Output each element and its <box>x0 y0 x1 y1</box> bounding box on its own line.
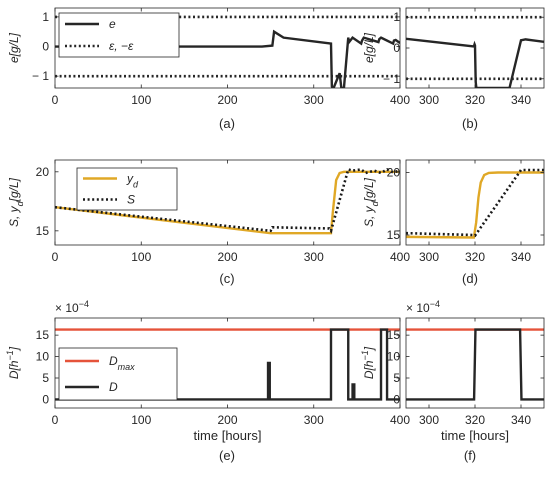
x-tick-label: 400 <box>390 93 410 107</box>
x-tick-label: 300 <box>419 413 439 427</box>
y-axis-label: e[g/L] <box>7 32 21 63</box>
y-tick-label: 1 <box>393 10 400 24</box>
legend-box <box>58 12 180 58</box>
x-tick-label: 100 <box>131 93 151 107</box>
x-tick-label: 400 <box>390 250 410 264</box>
x-tick-label: 340 <box>511 413 531 427</box>
axis-multiplier: × 10−4 <box>55 299 89 315</box>
y-tick-label: 0 <box>393 392 400 406</box>
y-tick-label: 10 <box>36 350 50 364</box>
legend-label: ε, −ε <box>109 39 134 53</box>
x-tick-label: 400 <box>390 413 410 427</box>
panel-f: 300 320 340 0 5 10 15 D[h−1] × 10−4 time [hours] (… <box>360 299 545 463</box>
y-axis-label: D[h−1] <box>5 346 21 379</box>
y-axis-label: e[g/L] <box>362 32 376 63</box>
x-tick-label: 100 <box>131 250 151 264</box>
y-axis-label: D[h−1] <box>360 346 376 379</box>
series-group <box>406 168 544 239</box>
axis-multiplier: × 10−4 <box>406 299 440 315</box>
x-tick-label: 320 <box>465 250 485 264</box>
series-line-S <box>55 167 400 234</box>
series-group <box>406 15 544 88</box>
y-tick-label: 15 <box>387 328 401 342</box>
x-tick-label: 320 <box>465 93 485 107</box>
x-tick-label: 340 <box>511 93 531 107</box>
x-tick-label: 0 <box>52 250 59 264</box>
x-tick-label: 200 <box>217 250 237 264</box>
x-axis-label: time [hours] <box>441 428 509 443</box>
y-tick-label: 15 <box>387 228 401 242</box>
y-tick-label: − 1 <box>32 69 49 83</box>
y-tick-label: 0 <box>42 40 49 54</box>
series-line-D <box>406 328 544 401</box>
x-tick-label: 0 <box>52 413 59 427</box>
legend-label: e <box>109 17 116 31</box>
legend-label: S <box>127 193 135 207</box>
series-group <box>55 15 400 88</box>
x-tick-label: 0 <box>52 93 59 107</box>
series-group <box>406 328 544 401</box>
series-line-S <box>406 168 544 238</box>
y-tick-label: 0 <box>42 392 49 406</box>
x-tick-label: 100 <box>131 413 151 427</box>
y-axis-label: S, yd[g/L] <box>362 177 380 227</box>
y-tick-label: 10 <box>387 350 401 364</box>
series-line-yd <box>55 170 400 235</box>
x-tick-label: 300 <box>304 250 324 264</box>
x-axis-label: time [hours] <box>194 428 262 443</box>
x-tick-label: 300 <box>304 413 324 427</box>
legend-label: D <box>109 380 118 394</box>
series-line-yd <box>406 171 544 239</box>
series-line-e <box>406 37 544 88</box>
y-tick-label: − 1 <box>383 72 400 86</box>
x-tick-label: 200 <box>217 93 237 107</box>
x-tick-label: 300 <box>419 93 439 107</box>
series-line-e <box>55 29 400 88</box>
series-group <box>55 328 400 401</box>
panel-caption: (d) <box>462 271 478 286</box>
panel-caption: (a) <box>219 116 235 131</box>
x-tick-label: 340 <box>511 250 531 264</box>
panel-caption: (c) <box>219 271 234 286</box>
panel-caption: (b) <box>462 116 478 131</box>
series-line-D <box>55 328 400 401</box>
y-tick-label: 5 <box>42 371 49 385</box>
y-tick-label: 15 <box>36 328 50 342</box>
y-tick-label: 1 <box>42 10 49 24</box>
y-tick-label: 20 <box>387 166 401 180</box>
x-tick-label: 200 <box>217 413 237 427</box>
legend-label: Dmax <box>109 354 135 372</box>
y-tick-label: 5 <box>393 371 400 385</box>
panel-d: 300 320 340 15 20 S, yd[g/L] (d) <box>362 159 545 286</box>
x-tick-label: 300 <box>419 250 439 264</box>
panel-c: 0 100 200 300 400 15 20 S, yd[g/L] (c) yd S <box>7 159 410 286</box>
y-tick-label: 0 <box>393 41 400 55</box>
x-tick-label: 300 <box>304 93 324 107</box>
panel-caption: (e) <box>219 448 235 463</box>
y-tick-label: 15 <box>36 224 50 238</box>
y-tick-label: 20 <box>36 165 50 179</box>
panel-caption: (f) <box>464 448 476 463</box>
x-tick-label: 320 <box>465 413 485 427</box>
legend-box <box>76 167 178 211</box>
panel-b: 300 320 340 − 1 0 1 e[g/L] (b) <box>362 7 545 131</box>
series-group <box>55 167 400 235</box>
legend-label: yd <box>126 172 139 190</box>
legend-box <box>58 347 178 401</box>
y-axis-label: S, yd[g/L] <box>7 177 25 227</box>
